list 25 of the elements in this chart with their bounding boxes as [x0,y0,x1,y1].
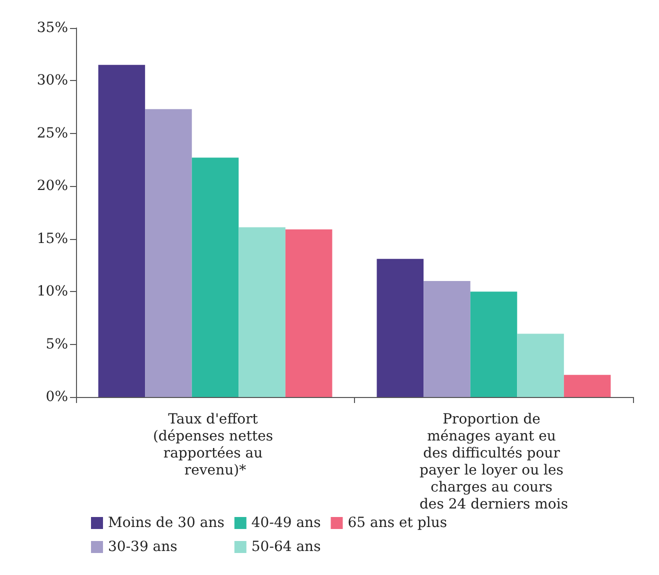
bar [517,334,564,397]
bar [98,64,146,397]
y-tick-label: 20% [36,178,68,194]
bar [192,158,239,397]
y-tick-label: 5% [46,336,68,352]
legend-label: 30-39 ans [108,539,178,555]
legend-label: Moins de 30 ans [108,515,224,531]
bar [424,281,470,397]
bar [470,292,518,397]
bar [238,227,286,397]
x-tick-label: Taux d'effort (dépenses nettes rapportées au revenu)* [152,412,278,478]
y-tick-label: 15% [36,230,68,247]
bar [145,109,192,397]
bar [376,258,424,397]
bar [285,229,332,397]
legend-label: 65 ans et plus [348,515,448,531]
y-tick-label: 10% [36,284,68,300]
bar [564,374,611,397]
y-tick-label: 25% [36,125,68,142]
legend-label: 50-64 ans [251,539,321,555]
y-tick-label: 30% [36,72,68,89]
y-tick-label: 0% [46,389,68,405]
legend-label: 40-49 ans [251,515,321,531]
x-tick-label: Proportion de ménages ayant eu des difficultés pour payer le loyer ou les charges au cours des 24 derniers mois [419,412,568,512]
y-tick-label: 35% [36,20,68,36]
